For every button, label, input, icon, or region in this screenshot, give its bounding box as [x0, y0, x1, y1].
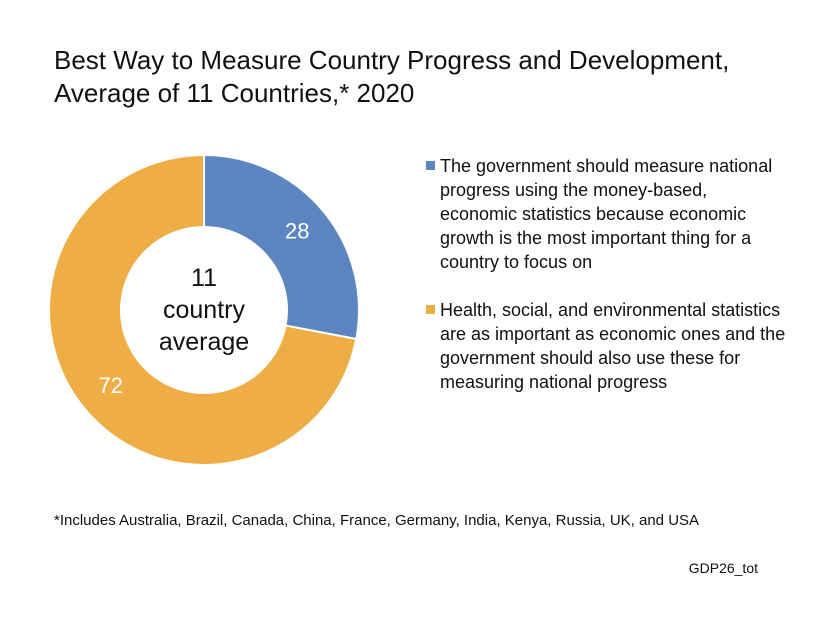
- donut-data-label-economic: 28: [285, 219, 309, 244]
- footnote: *Includes Australia, Brazil, Canada, Chi…: [54, 512, 700, 529]
- legend-label-economic: The government should measure national p…: [440, 156, 773, 272]
- legend: The government should measure national p…: [426, 154, 786, 418]
- donut-chart: 28 72 11 country average: [44, 150, 364, 470]
- legend-swatch-economic: [426, 161, 435, 170]
- legend-label-health-social-environmental: Health, social, and environmental statis…: [440, 300, 786, 392]
- donut-slice-economic: [203, 153, 360, 341]
- donut-data-label-health-social-environmental: 72: [99, 373, 123, 398]
- donut-chart-svg: 28 72: [48, 153, 360, 466]
- chart-title: Best Way to Measure Country Progress and…: [54, 45, 730, 108]
- legend-item-health-social-environmental: Health, social, and environmental statis…: [426, 298, 786, 394]
- legend-swatch-health-social-environmental: [426, 305, 435, 314]
- donut-slice-health-social-environmental: [48, 153, 358, 466]
- legend-item-economic: The government should measure national p…: [426, 154, 786, 274]
- source-code: GDP26_tot: [688, 560, 758, 576]
